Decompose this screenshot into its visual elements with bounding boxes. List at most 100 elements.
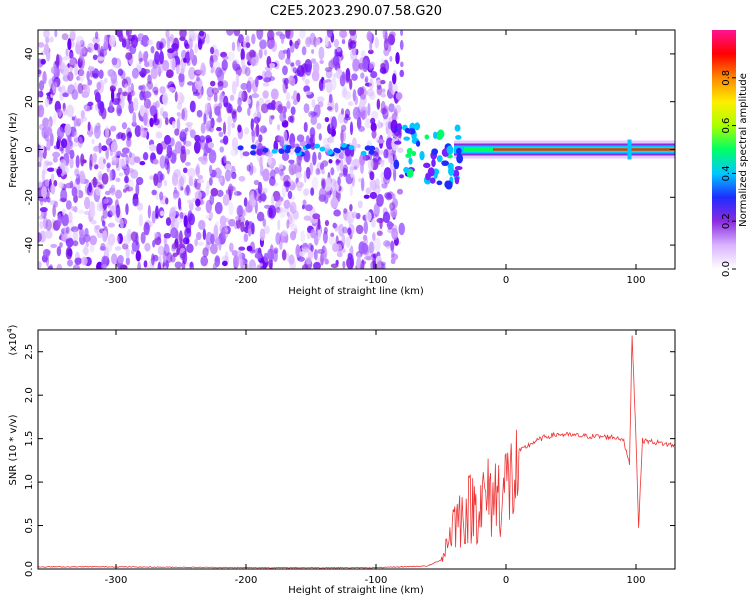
noise-blob xyxy=(372,232,376,242)
noise-blob xyxy=(155,100,160,109)
noise-blob xyxy=(319,162,325,171)
transition-blob xyxy=(445,180,453,190)
noise-blob xyxy=(38,104,45,118)
noise-blob xyxy=(179,211,184,220)
noise-blob xyxy=(203,113,207,125)
noise-blob xyxy=(324,258,329,265)
noise-blob xyxy=(38,42,45,48)
noise-blob xyxy=(118,31,124,42)
noise-blob xyxy=(341,248,346,253)
noise-blob xyxy=(115,177,121,183)
noise-blob xyxy=(189,129,196,139)
noise-blob xyxy=(235,216,241,221)
noise-blob xyxy=(333,38,339,48)
noise-blob xyxy=(135,250,141,262)
noise-blob xyxy=(255,106,261,119)
noise-blob xyxy=(104,77,108,83)
noise-blob xyxy=(94,125,101,139)
noise-blob xyxy=(117,233,124,245)
snr-y-tick-label: 2.0 xyxy=(24,387,35,403)
noise-blob xyxy=(317,151,322,161)
noise-blob xyxy=(360,50,366,58)
noise-blob xyxy=(328,59,334,68)
noise-blob xyxy=(60,235,67,241)
colorbar-tick-label: 0.2 xyxy=(721,213,732,229)
noise-blob xyxy=(166,69,174,78)
noise-blob xyxy=(73,131,78,143)
noise-blob xyxy=(166,161,171,175)
noise-blob xyxy=(304,90,312,96)
noise-blob xyxy=(246,164,252,172)
noise-blob xyxy=(394,104,402,114)
weak-line-blob xyxy=(250,150,257,156)
noise-blob xyxy=(387,132,393,138)
noise-blob xyxy=(67,248,73,257)
weak-line-blob xyxy=(237,145,244,151)
noise-blob xyxy=(295,59,301,67)
noise-blob xyxy=(311,49,315,54)
noise-blob xyxy=(64,227,72,240)
noise-blob xyxy=(149,105,157,116)
noise-blob xyxy=(375,255,383,269)
noise-blob xyxy=(131,67,139,79)
noise-blob xyxy=(318,133,322,141)
transition-blob xyxy=(455,135,462,140)
noise-blob xyxy=(89,244,95,253)
noise-blob xyxy=(115,189,123,200)
noise-blob xyxy=(246,98,251,105)
noise-blob xyxy=(398,222,405,236)
noise-blob xyxy=(44,98,50,108)
noise-blob xyxy=(305,63,312,76)
noise-blob xyxy=(283,130,288,143)
noise-blob xyxy=(269,169,276,180)
noise-blob xyxy=(126,94,131,102)
figure-title: C2E5.2023.290.07.58.G20 xyxy=(270,4,442,19)
noise-blob xyxy=(153,173,159,187)
noise-blob xyxy=(84,83,91,97)
noise-blob xyxy=(100,242,106,251)
noise-blob xyxy=(117,108,123,114)
noise-blob xyxy=(116,104,122,117)
noise-blob xyxy=(330,263,339,269)
noise-blob xyxy=(47,167,55,172)
noise-blob xyxy=(285,91,291,102)
spectrogram-y-tick-label: 20 xyxy=(24,95,35,108)
noise-blob xyxy=(100,264,108,269)
noise-blob xyxy=(340,129,344,144)
noise-blob xyxy=(166,36,171,51)
noise-blob xyxy=(376,230,383,237)
noise-blob xyxy=(130,231,138,242)
noise-blob xyxy=(255,123,260,137)
noise-blob xyxy=(120,152,127,158)
noise-blob xyxy=(76,185,80,199)
noise-blob xyxy=(349,184,353,197)
noise-blob xyxy=(256,211,265,222)
noise-blob xyxy=(388,103,395,113)
noise-blob xyxy=(108,34,116,48)
noise-blob xyxy=(41,186,47,199)
snr-x-tick-label: 100 xyxy=(626,575,645,586)
transition-blob xyxy=(454,166,463,171)
noise-blob xyxy=(292,99,298,106)
noise-blob xyxy=(313,36,318,48)
noise-blob xyxy=(42,70,47,85)
noise-blob xyxy=(203,144,208,158)
noise-blob xyxy=(149,117,154,128)
noise-blob xyxy=(247,60,252,66)
noise-blob xyxy=(46,196,51,203)
noise-blob xyxy=(245,35,250,43)
noise-blob xyxy=(321,179,326,189)
noise-blob xyxy=(263,225,270,235)
noise-blob xyxy=(334,102,339,113)
noise-blob xyxy=(90,219,97,225)
noise-blob xyxy=(133,97,139,112)
noise-blob xyxy=(208,176,213,186)
noise-blob xyxy=(366,88,375,97)
noise-blob xyxy=(342,226,348,234)
snr-y-tick-label: 0.0 xyxy=(24,561,35,577)
noise-blob xyxy=(214,237,221,246)
spike-mark xyxy=(627,139,632,160)
noise-blob xyxy=(381,182,388,189)
transition-blob xyxy=(404,127,411,134)
noise-blob xyxy=(358,177,362,183)
